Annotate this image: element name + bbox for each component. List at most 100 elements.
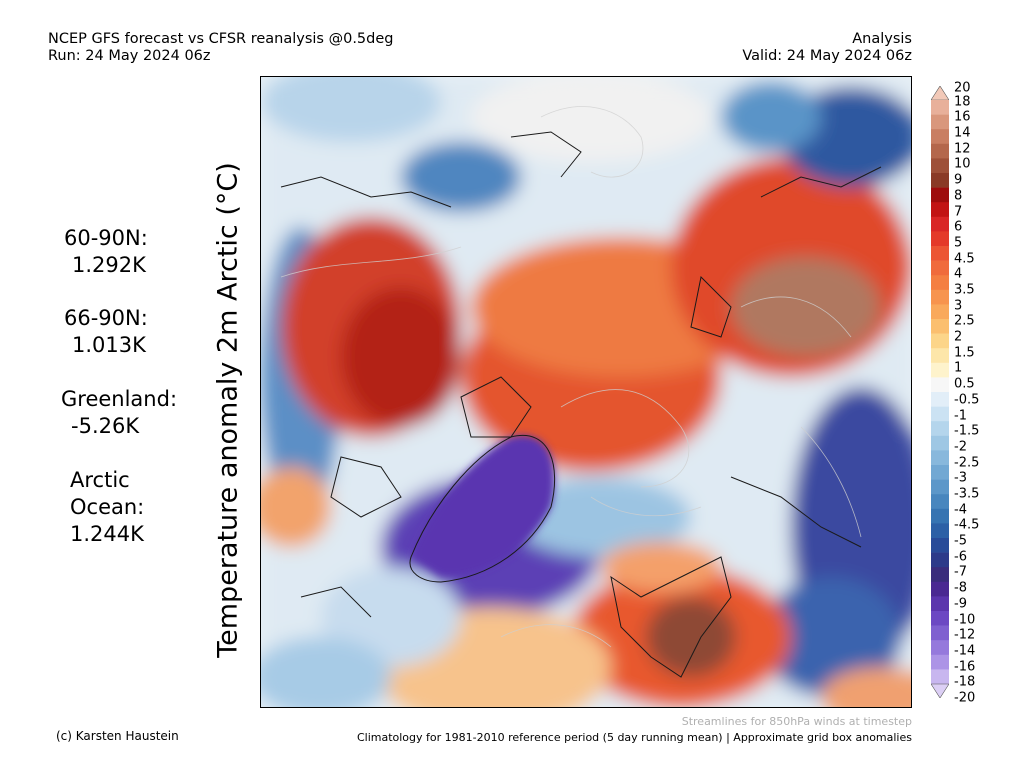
colorbar-tick-label: 3 (954, 298, 963, 314)
stat-60-90n: 60-90N: 1.292K (64, 225, 148, 279)
colorbar-tick-label: 5 (954, 235, 963, 251)
colorbar-labels: 20 18 16 14 12 10 9 8 7 6 5 4.5 4 3.5 3 2.5 2 1.5 1 0.5 -0.5… (954, 82, 1014, 705)
climatology-note: Climatology for 1981-2010 reference peri… (356, 731, 912, 744)
colorbar (930, 85, 950, 699)
colorbar-tick-label: -0.5 (954, 392, 980, 408)
colorbar-swatch (931, 187, 949, 203)
colorbar-swatch (931, 523, 949, 539)
colorbar-swatch (931, 100, 949, 115)
colorbar-tick-label: -14 (954, 643, 976, 659)
streamline-note: Streamlines for 850hPa winds at timestep (681, 715, 912, 728)
colorbar-tick-label: 4 (954, 266, 963, 282)
colorbar-swatch (931, 581, 949, 597)
colorbar-swatch (931, 465, 949, 480)
colorbar-tick-label: 4.5 (954, 251, 975, 267)
colorbar-swatch (931, 275, 949, 291)
colorbar-swatch (931, 377, 949, 393)
header-left: NCEP GFS forecast vs CFSR reanalysis @0.… (48, 31, 393, 65)
colorbar-swatch (931, 319, 949, 334)
colorbar-tick-label: 1 (954, 360, 963, 376)
colorbar-tick-label: -4 (954, 502, 967, 518)
colorbar-tick-label: -16 (954, 659, 976, 675)
colorbar-tick-label: 18 (954, 94, 971, 110)
colorbar-tick-label: 2.5 (954, 313, 975, 329)
map-canvas (261, 77, 911, 707)
stat-label: 60-90N: (64, 226, 148, 250)
colorbar-tick-label: 0.5 (954, 376, 975, 392)
colorbar-swatch (931, 158, 949, 174)
colorbar-swatch (931, 143, 949, 159)
colorbar-swatch (931, 392, 949, 407)
run-time: Run: 24 May 2024 06z (48, 48, 211, 64)
colorbar-tick-label: -2.5 (954, 455, 980, 471)
colorbar-tick-label: 6 (954, 219, 963, 235)
colorbar-swatch (931, 406, 949, 422)
colorbar-swatch (931, 552, 949, 568)
colorbar-tick-label: 16 (954, 109, 971, 125)
anomaly-field (261, 77, 911, 707)
vertical-axis-label: Temperature anomaly 2m Arctic (°C) (212, 162, 244, 658)
colorbar-swatch (931, 596, 949, 612)
colorbar-swatch (931, 216, 949, 232)
stat-label: Greenland: (61, 387, 178, 411)
colorbar-swatch (931, 494, 949, 510)
colorbar-tick-label: -9 (954, 596, 967, 612)
colorbar-swatch (931, 304, 949, 320)
stat-value: 1.244K (70, 522, 144, 546)
colorbar-swatch (931, 508, 949, 524)
colorbar-swatch (931, 362, 949, 378)
colorbar-swatch (931, 202, 949, 218)
colorbar-swatch (931, 348, 949, 364)
stat-value: 1.292K (72, 253, 146, 277)
colorbar-tick-label: -3.5 (954, 486, 980, 502)
colorbar-swatch (931, 231, 949, 247)
greenland-cold-core (411, 435, 555, 577)
colorbar-tick-label: 8 (954, 188, 963, 204)
stat-greenland: Greenland: -5.26K (61, 386, 177, 440)
model-title: NCEP GFS forecast vs CFSR reanalysis @0.… (48, 31, 394, 47)
header-right: Analysis Valid: 24 May 2024 06z (742, 31, 912, 65)
stat-label: Arctic (70, 468, 130, 492)
colorbar-swatch (931, 435, 949, 451)
colorbar-swatches (930, 85, 950, 699)
stat-value: -5.26K (71, 414, 140, 438)
colorbar-swatch (931, 669, 949, 685)
colorbar-swatch (931, 640, 949, 656)
wind-streamlines (280, 106, 862, 648)
colorbar-tick-label: -12 (954, 627, 976, 643)
colorbar-tick-label: 2 (954, 329, 963, 345)
stat-value: 1.013K (72, 333, 146, 357)
colorbar-swatch (931, 260, 949, 276)
credit-text: (c) Karsten Haustein (56, 729, 179, 743)
valid-time: Valid: 24 May 2024 06z (742, 48, 912, 64)
colorbar-tick-label: 10 (954, 156, 971, 172)
colorbar-tick-label: 14 (954, 125, 971, 141)
colorbar-swatch (931, 114, 949, 130)
colorbar-tick-label: -1.5 (954, 423, 980, 439)
colorbar-swatch (931, 289, 949, 305)
colorbar-swatch (931, 173, 949, 188)
stat-arctic-ocean: Arctic Ocean: 1.244K (70, 467, 144, 548)
stat-label: 66-90N: (64, 306, 148, 330)
colorbar-tick-label: -18 (954, 674, 976, 690)
colorbar-swatch (931, 479, 949, 495)
colorbar-swatch (931, 625, 949, 641)
colorbar-tick-label: -4.5 (954, 517, 980, 533)
colorbar-tick-label: -8 (954, 580, 967, 596)
colorbar-tick-label: 20 (954, 80, 971, 96)
colorbar-tick-label: -2 (954, 439, 967, 455)
colorbar-swatch (931, 538, 949, 553)
colorbar-swatch (931, 654, 949, 670)
stat-66-90n: 66-90N: 1.013K (64, 305, 148, 359)
colorbar-swatch (931, 129, 949, 145)
colorbar-tick-label: 12 (954, 141, 971, 157)
colorbar-swatch (931, 246, 949, 261)
colorbar-swatch (931, 333, 949, 349)
colorbar-swatch (931, 421, 949, 437)
colorbar-tick-label: 7 (954, 204, 963, 220)
colorbar-tick-label: -10 (954, 612, 976, 628)
colorbar-tick-label: 1.5 (954, 345, 975, 361)
colorbar-tick-label: 9 (954, 172, 963, 188)
colorbar-tick-label: -5 (954, 533, 967, 549)
colorbar-swatch (931, 567, 949, 583)
